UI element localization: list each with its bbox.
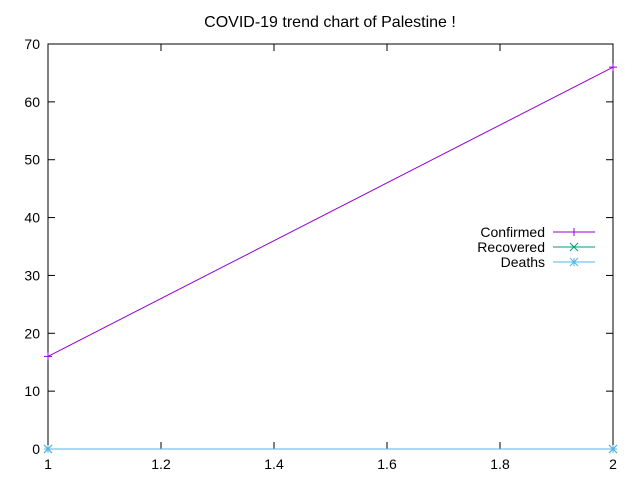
legend-marker-deaths <box>569 257 579 267</box>
y-tick-label: 30 <box>24 267 40 283</box>
y-tick-label: 40 <box>24 210 40 226</box>
y-tick-label: 50 <box>24 152 40 168</box>
legend-label-confirmed: Confirmed <box>480 224 545 240</box>
legend-marker-recovered <box>569 242 579 252</box>
data-point-deaths <box>608 444 618 454</box>
chart-title: COVID-19 trend chart of Palestine ! <box>204 14 456 31</box>
series-line-confirmed <box>47 66 614 357</box>
legend-label-deaths: Deaths <box>501 254 545 270</box>
legend-label-recovered: Recovered <box>477 239 545 255</box>
x-tick-label: 1.2 <box>151 456 171 472</box>
x-tick-label: 1.6 <box>377 456 397 472</box>
y-tick-label: 10 <box>24 383 40 399</box>
data-point-confirmed <box>609 63 617 72</box>
y-tick-label: 60 <box>24 94 40 110</box>
x-tick-label: 1 <box>44 456 52 472</box>
y-tick-label: 70 <box>24 36 40 52</box>
legend-marker-confirmed <box>570 228 578 236</box>
y-tick-label: 0 <box>32 441 40 457</box>
x-tick-label: 1.4 <box>264 456 284 472</box>
data-point-deaths <box>43 444 53 454</box>
x-tick-label: 1.8 <box>490 456 510 472</box>
axes: 0 10 20 30 40 50 60 70 1 1.2 1.4 1.6 1.8 2 <box>24 36 617 472</box>
y-tick-label: 20 <box>24 325 40 341</box>
data-point-confirmed <box>44 352 52 361</box>
series-layer <box>43 63 618 454</box>
x-tick-label: 2 <box>609 456 617 472</box>
